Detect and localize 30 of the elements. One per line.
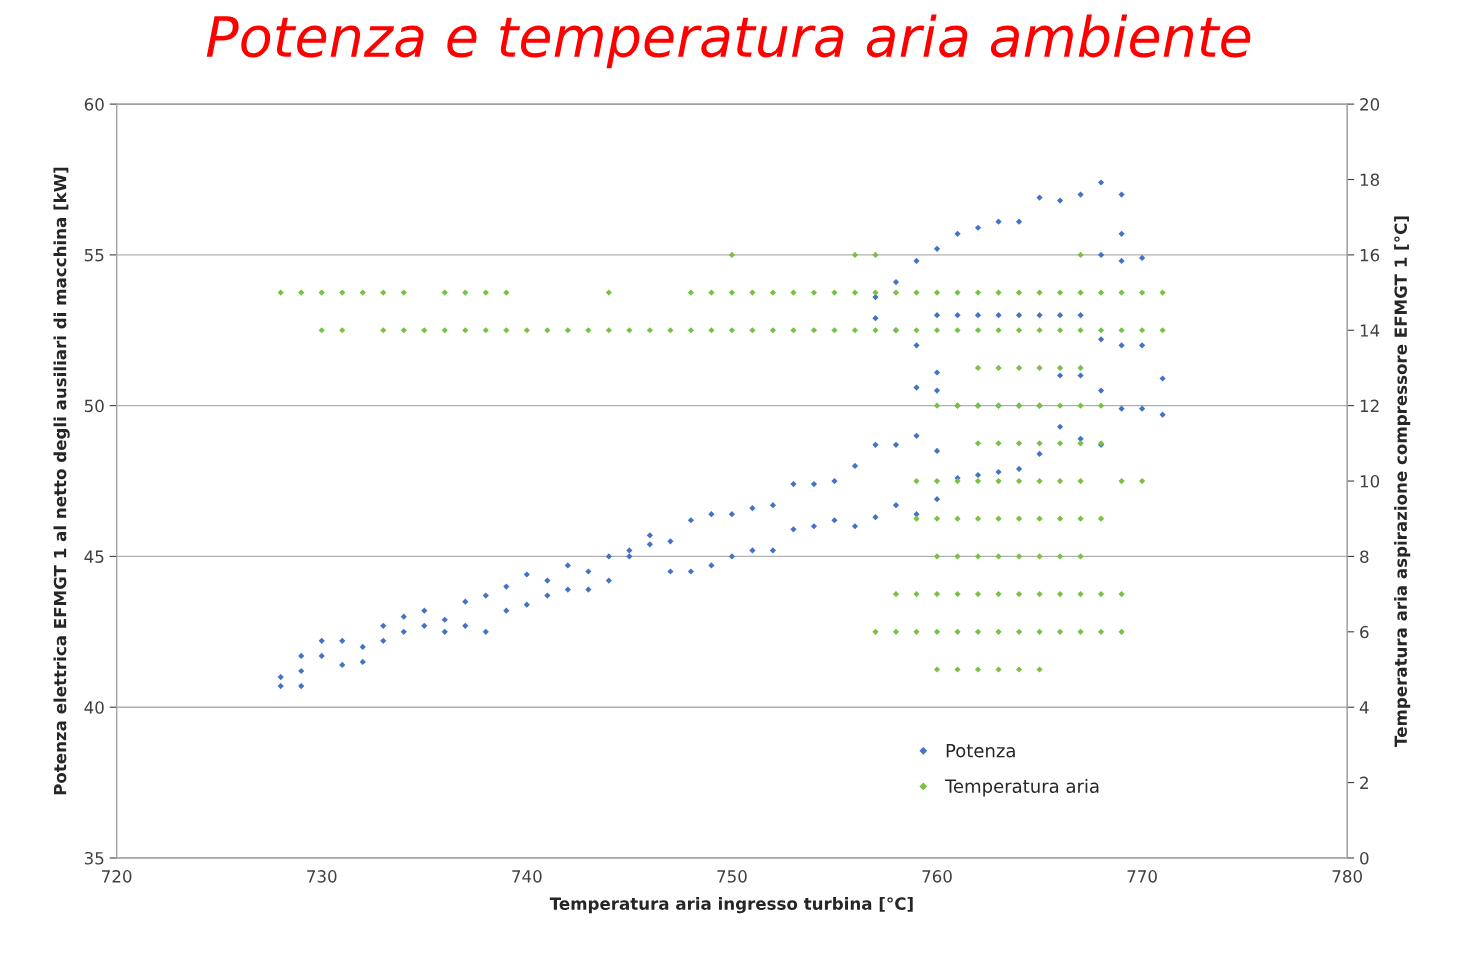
y2-tick-label: 20: [1360, 98, 1380, 111]
x-tick-label: 780: [1332, 870, 1362, 883]
y2-tick-label: 6: [1360, 625, 1369, 639]
y-tick-label: 60: [84, 98, 104, 111]
y2-tick-label: 2: [1360, 776, 1368, 789]
y-tick-label: 55: [84, 249, 104, 262]
y2-tick-label: 12: [1360, 399, 1379, 412]
y2-tick-label: 18: [1360, 173, 1380, 187]
x-tick-label: 750: [717, 870, 747, 883]
y2-tick-label: 10: [1360, 475, 1380, 488]
y2-tick-label: 0: [1360, 851, 1369, 865]
x-tick-label: 720: [102, 870, 132, 883]
y-tick-label: 45: [84, 550, 104, 563]
y-tick-label: 35: [84, 851, 104, 865]
legend-label: Temperatura aria: [944, 779, 1099, 797]
y2-tick-label: 4: [1359, 701, 1369, 714]
x-tick-label: 760: [922, 870, 952, 883]
chart-title: Potenza e temperatura aria ambiente: [206, 14, 1251, 69]
y2-axis-title: Temperatura aria aspirazione compressore EFMGT 1 [°C]: [1394, 216, 1411, 747]
x-tick-label: 730: [307, 870, 337, 883]
x-axis-title: Temperatura aria ingresso turbina [°C]: [549, 897, 913, 914]
y-tick-label: 50: [84, 399, 104, 413]
legend-label: Potenza: [946, 744, 1015, 758]
y2-tick-label: 16: [1360, 248, 1380, 262]
x-tick-label: 770: [1127, 870, 1157, 883]
y2-tick-label: 14: [1360, 324, 1380, 337]
y-axis-title: Potenza elettrica EFMGT 1 al netto degli ausiliari di macchina [kW]: [53, 167, 70, 795]
y2-tick-label: 8: [1360, 550, 1369, 563]
y-tick-label: 40: [84, 701, 104, 714]
x-tick-label: 740: [512, 870, 542, 883]
